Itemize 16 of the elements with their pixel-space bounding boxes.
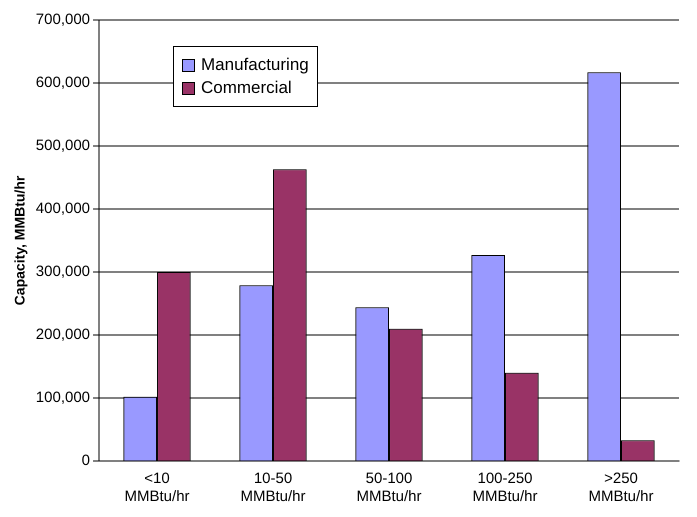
legend-label: Commercial: [201, 78, 292, 98]
y-tick-label: 700,000: [36, 11, 90, 28]
legend-label: Manufacturing: [201, 55, 309, 75]
y-tick-label: 500,000: [36, 137, 90, 154]
y-tick-label: 400,000: [36, 200, 90, 218]
y-tick-label: 300,000: [36, 263, 90, 280]
y-tick-label: 0: [82, 452, 90, 470]
y-tick-label: 200,000: [36, 326, 90, 344]
x-tick-label: 50-100 MMBtu/hr: [356, 470, 422, 506]
x-tick-label: 10-50 MMBtu/hr: [240, 470, 306, 506]
y-axis-title: Capacity, MMBtu/hr: [11, 175, 28, 306]
y-tick-label: 600,000: [36, 74, 90, 92]
y-tick-label: 100,000: [36, 389, 90, 406]
x-tick-label: <10 MMBtu/hr: [124, 470, 190, 506]
x-tick-label: >250 MMBtu/hr: [588, 470, 654, 506]
x-tick-label: 100-250 MMBtu/hr: [472, 470, 538, 506]
